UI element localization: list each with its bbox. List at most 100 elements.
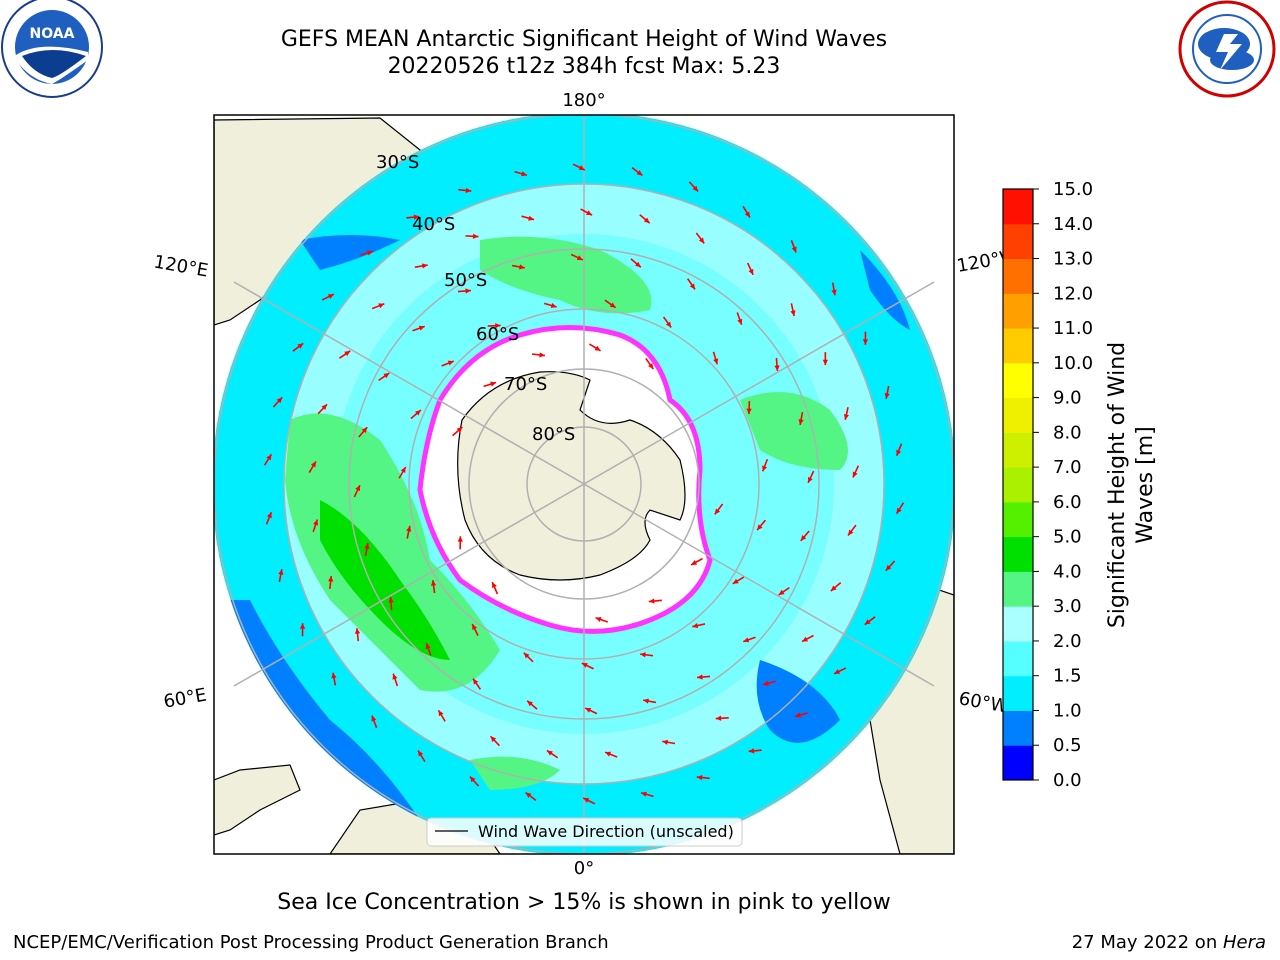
- lat-label-50s: 50°S: [444, 270, 487, 291]
- wave-arrow-head: [648, 598, 655, 604]
- colorbar-bin: [1003, 432, 1033, 468]
- wave-arrow-head: [885, 564, 892, 571]
- colorbar-bin: [1003, 606, 1033, 642]
- colorbar-bin: [1003, 189, 1033, 225]
- wave-arrow-head: [586, 210, 593, 216]
- colorbar-tick-label: 15.0: [1053, 179, 1093, 200]
- wave-arrow-head: [310, 461, 316, 468]
- wave-arrow-head: [361, 427, 368, 433]
- colorbar-label-line1: Significant Height of Wind: [1105, 342, 1130, 628]
- colorbar-bin: [1003, 501, 1033, 538]
- wave-arrow-head: [354, 628, 361, 634]
- wave-arrow-head: [413, 214, 420, 220]
- lat-label-40s: 40°S: [412, 214, 455, 235]
- colorbar-bin: [1003, 467, 1033, 503]
- wave-arrow-head: [830, 585, 837, 592]
- colorbar-tick-label: 2.0: [1053, 631, 1082, 652]
- colorbar-tick-label: 5.0: [1053, 527, 1082, 548]
- wave-arrow-head: [737, 318, 743, 325]
- wave-arrow-head: [697, 674, 703, 680]
- colorbar-tick-label: 9.0: [1053, 388, 1082, 409]
- lon-label-60e: 60°E: [162, 684, 208, 712]
- wave-arrow-head: [465, 187, 472, 194]
- wave-arrow-head: [594, 345, 601, 351]
- lat-label-70s: 70°S: [504, 374, 547, 395]
- lat-label-60s: 60°S: [476, 324, 519, 345]
- wave-arrow-head: [456, 427, 463, 433]
- wave-arrow-head: [609, 302, 616, 308]
- wave-arrow-head: [778, 589, 785, 596]
- wave-arrow-head: [546, 750, 553, 756]
- wave-arrow-head: [457, 536, 463, 542]
- wave-arrow-head: [864, 619, 871, 625]
- wave-arrow-head: [492, 582, 497, 589]
- wave-arrow-head: [472, 678, 479, 685]
- wave-arrow-head: [495, 323, 501, 329]
- colorbar-bin: [1003, 536, 1033, 572]
- wave-arrow-head: [276, 397, 283, 404]
- wave-arrow-head: [834, 669, 841, 674]
- wave-arrow-head: [472, 233, 479, 239]
- wave-arrow-head: [715, 715, 722, 721]
- wave-arrow-head: [344, 350, 351, 357]
- svg-text:NOAA: NOAA: [30, 26, 75, 42]
- wave-arrow-head: [388, 597, 394, 603]
- wave-arrow-head: [521, 171, 528, 177]
- colorbar: [1002, 188, 1034, 781]
- colorbar-bin: [1003, 223, 1033, 260]
- wave-arrow-head: [800, 535, 807, 541]
- wave-arrow-head: [438, 710, 444, 717]
- footer-machine: Hera: [1222, 932, 1266, 953]
- wave-arrow-head: [774, 365, 780, 371]
- wave-arrow-head: [696, 774, 703, 781]
- wave-arrow-head: [692, 623, 699, 629]
- wave-arrow-head: [896, 449, 902, 456]
- wave-arrow-head: [635, 261, 641, 268]
- wave-arrow-head: [371, 715, 377, 722]
- wave-arrow-head: [748, 268, 754, 275]
- wind-wave-arrows: [263, 163, 905, 805]
- wave-arrow-head: [297, 343, 304, 349]
- footer-credit: NCEP/EMC/Verification Post Processing Pr…: [13, 932, 609, 953]
- colorbar-tick-label: 11.0: [1053, 318, 1093, 339]
- wave-arrow-head: [640, 652, 646, 658]
- wave-arrow-head: [794, 712, 801, 718]
- wave-arrow-head: [400, 467, 406, 474]
- wave-arrow-head: [595, 617, 602, 622]
- colorbar-label-line2: Waves [m]: [1133, 426, 1158, 543]
- wave-arrow-head: [472, 624, 477, 631]
- wave-arrow-head: [550, 302, 557, 308]
- colorbar-bin: [1003, 571, 1033, 607]
- colorbar-bin: [1003, 258, 1033, 294]
- wave-arrow-head: [585, 708, 592, 713]
- wave-arrow-head: [523, 652, 530, 659]
- colorbar-bin: [1003, 328, 1033, 364]
- colorbar-frame: [1002, 188, 1034, 781]
- wave-arrow-head: [802, 636, 809, 642]
- wave-arrow-head: [636, 170, 643, 176]
- wave-arrow-head: [762, 465, 768, 472]
- wave-arrow-head: [364, 543, 370, 549]
- colorbar-bin: [1003, 640, 1033, 677]
- colorbar-bin: [1003, 362, 1033, 399]
- wave-arrow-head: [896, 507, 902, 514]
- colorbar-tick-label: 14.0: [1053, 214, 1093, 235]
- wave-arrow-head: [465, 288, 471, 294]
- wave-arrow-head: [378, 303, 385, 309]
- wave-arrow-head: [266, 454, 272, 461]
- wave-arrow-head: [662, 739, 668, 745]
- wave-arrow-head: [321, 404, 328, 411]
- wave-arrow-head: [843, 413, 849, 420]
- colorbar-tick-label: 3.0: [1053, 596, 1082, 617]
- colorbar-bin: [1003, 397, 1033, 433]
- wave-arrow-head: [367, 250, 374, 256]
- sea-ice-note: Sea Ice Concentration > 15% is shown in …: [277, 890, 891, 915]
- wave-arrow-head: [852, 471, 858, 478]
- legend-label: Wind Wave Direction (unscaled): [478, 822, 734, 841]
- nws-logo: [1178, 0, 1276, 98]
- wave-arrow-head: [643, 698, 649, 704]
- wave-arrow-head: [421, 263, 428, 269]
- colorbar-tick-label: 10.0: [1053, 353, 1093, 374]
- colorbar-tick-label: 0.5: [1053, 735, 1082, 756]
- wave-arrow-head: [299, 623, 306, 629]
